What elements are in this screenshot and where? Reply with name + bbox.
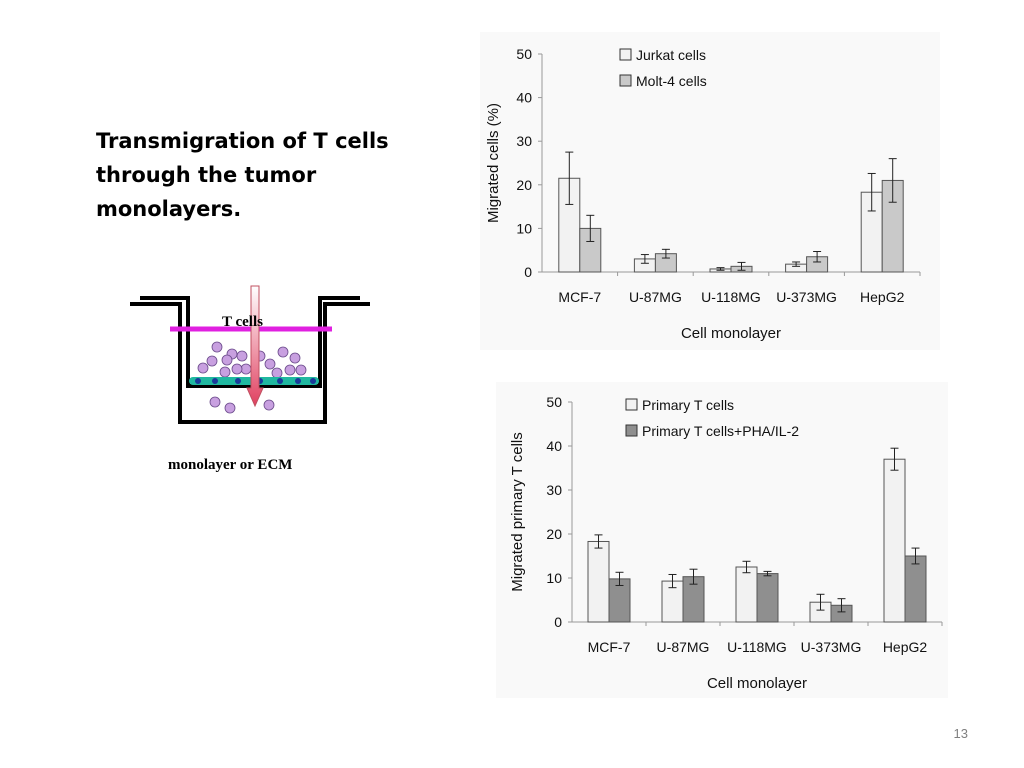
- y-tick-label: 20: [546, 526, 562, 542]
- y-tick-label: 40: [516, 90, 532, 106]
- x-tick-label: U-373MG: [776, 289, 837, 305]
- x-tick-label: U-87MG: [629, 289, 682, 305]
- chart-jurkat-molt4: 0 10 20 30 40 50 MCF-7 U-87MG U-118MG U-373MG HepG…: [480, 32, 940, 350]
- t-cells-upper: [197, 341, 307, 379]
- x-tick-label: U-373MG: [801, 639, 862, 655]
- well-outline: [130, 302, 370, 424]
- x-tick-label: U-87MG: [657, 639, 710, 655]
- transwell-diagram: T cells monolayer or ECM: [130, 285, 370, 473]
- x-axis-label: Cell monolayer: [681, 325, 781, 342]
- x-tick-label: HepG2: [860, 289, 905, 305]
- y-tick-label: 10: [516, 220, 532, 236]
- y-tick-label: 50: [516, 46, 532, 62]
- y-tick-label: 30: [516, 133, 532, 149]
- y-axis-label: Migrated primary T cells: [509, 432, 526, 592]
- bar: [735, 566, 758, 623]
- x-tick-label: U-118MG: [727, 639, 787, 655]
- bar: [883, 458, 906, 623]
- legend-label: Primary T cells: [642, 397, 734, 413]
- legend-swatch: [625, 424, 638, 437]
- legend-label: Molt-4 cells: [636, 73, 707, 89]
- slide-title: Transmigration of T cells through the tu…: [96, 129, 389, 221]
- legend-swatch: [619, 74, 632, 87]
- page-number: 13: [953, 726, 968, 741]
- t-cells-lower: [209, 396, 275, 414]
- y-tick-label: 0: [524, 264, 532, 280]
- chart-primary-t-cells-svg: 0 10 20 30 40 50 MCF-7 U-87MG U-118MG U-373MG HepG…: [509, 394, 943, 692]
- bar: [587, 540, 610, 623]
- y-tick-label: 30: [546, 482, 562, 498]
- legend-label: Primary T cells+PHA/IL-2: [642, 423, 799, 439]
- bar: [756, 573, 779, 623]
- legend-label: Jurkat cells: [636, 47, 706, 63]
- y-axis-label: Migrated cells (%): [485, 103, 502, 223]
- y-tick-label: 0: [554, 614, 562, 630]
- t-cells-label: T cells: [222, 314, 263, 330]
- x-axis-label: Cell monolayer: [707, 675, 807, 692]
- x-tick-label: MCF-7: [588, 639, 631, 655]
- bar: [904, 555, 927, 623]
- migration-arrow: [246, 285, 264, 408]
- monolayer-label: monolayer or ECM: [168, 457, 292, 473]
- y-tick-label: 50: [546, 394, 562, 410]
- chart-primary-t-cells: 0 10 20 30 40 50 MCF-7 U-87MG U-118MG U-373MG HepG…: [496, 382, 948, 698]
- legend-swatch: [625, 398, 638, 411]
- y-tick-label: 10: [546, 570, 562, 586]
- legend-swatch: [619, 48, 632, 61]
- y-tick-label: 40: [546, 438, 562, 454]
- y-tick-label: 20: [516, 177, 532, 193]
- x-tick-label: MCF-7: [558, 289, 601, 305]
- x-tick-label: HepG2: [883, 639, 928, 655]
- x-tick-label: U-118MG: [701, 289, 761, 305]
- chart-jurkat-molt4-svg: 0 10 20 30 40 50 MCF-7 U-87MG U-118MG U-373MG HepG…: [485, 46, 921, 342]
